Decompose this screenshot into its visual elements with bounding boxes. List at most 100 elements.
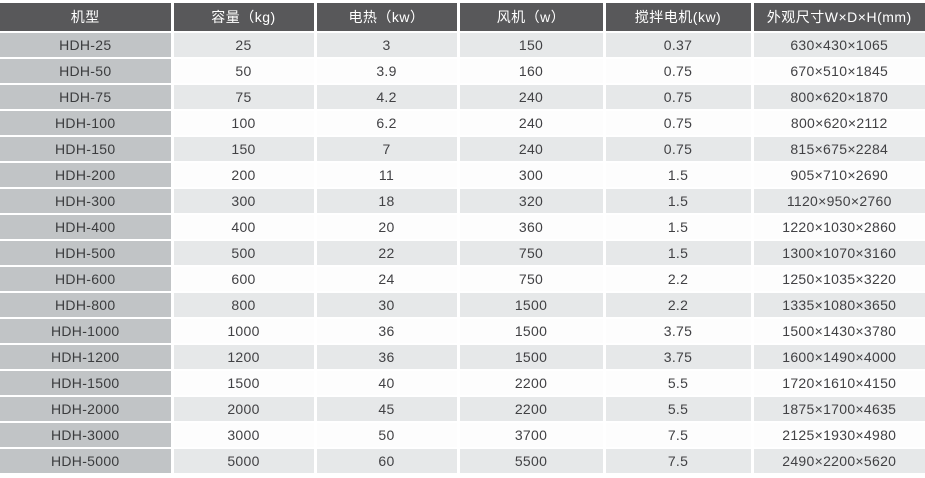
cell-heating: 7	[315, 136, 460, 163]
cell-mixer: 5.5	[604, 370, 754, 397]
cell-mixer: 7.5	[604, 448, 754, 475]
cell-heating: 45	[315, 396, 460, 423]
table-row: HDH-50 50 3.9 160 0.75 670×510×1845	[0, 58, 925, 85]
cell-model: HDH-100	[0, 110, 174, 137]
cell-heating: 36	[315, 344, 460, 371]
cell-mixer: 3.75	[604, 344, 754, 371]
cell-fan: 1500	[458, 344, 606, 371]
cell-capacity: 25	[172, 32, 317, 59]
cell-model: HDH-2000	[0, 396, 174, 423]
column-header: 搅拌电机(kw)	[604, 3, 754, 33]
cell-capacity: 5000	[172, 448, 317, 475]
cell-mixer: 0.75	[604, 136, 754, 163]
cell-capacity: 1000	[172, 318, 317, 345]
cell-fan: 1500	[458, 292, 606, 319]
spec-table: 机型 容量（kg) 电热（kw） 风机（w） 搅拌电机(kw) 外观尺寸W×D×…	[0, 3, 925, 475]
cell-dimensions: 670×510×1845	[752, 58, 925, 85]
cell-dimensions: 1600×1490×4000	[752, 344, 925, 371]
cell-heating: 36	[315, 318, 460, 345]
cell-mixer: 0.75	[604, 110, 754, 137]
cell-mixer: 1.5	[604, 214, 754, 241]
cell-dimensions: 800×620×2112	[752, 110, 925, 137]
cell-heating: 3.9	[315, 58, 460, 85]
cell-capacity: 50	[172, 58, 317, 85]
table-row: HDH-100 100 6.2 240 0.75 800×620×2112	[0, 110, 925, 137]
cell-dimensions: 1720×1610×4150	[752, 370, 925, 397]
table-row: HDH-75 75 4.2 240 0.75 800×620×1870	[0, 84, 925, 111]
column-header: 风机（w）	[458, 3, 606, 33]
column-header: 容量（kg)	[172, 3, 317, 33]
cell-dimensions: 1300×1070×3160	[752, 240, 925, 267]
cell-fan: 3700	[458, 422, 606, 449]
cell-mixer: 1.5	[604, 188, 754, 215]
cell-dimensions: 1220×1030×2860	[752, 214, 925, 241]
table-row: HDH-1200 1200 36 1500 3.75 1600×1490×400…	[0, 344, 925, 371]
table-row: HDH-2000 2000 45 2200 5.5 1875×1700×4635	[0, 396, 925, 423]
cell-fan: 150	[458, 32, 606, 59]
cell-model: HDH-150	[0, 136, 174, 163]
cell-dimensions: 2125×1930×4980	[752, 422, 925, 449]
cell-dimensions: 1500×1430×3780	[752, 318, 925, 345]
cell-mixer: 3.75	[604, 318, 754, 345]
cell-heating: 11	[315, 162, 460, 189]
table-row: HDH-200 200 11 300 1.5 905×710×2690	[0, 162, 925, 189]
cell-capacity: 1200	[172, 344, 317, 371]
cell-fan: 1500	[458, 318, 606, 345]
cell-fan: 2200	[458, 396, 606, 423]
cell-model: HDH-800	[0, 292, 174, 319]
cell-mixer: 0.75	[604, 84, 754, 111]
cell-fan: 160	[458, 58, 606, 85]
cell-mixer: 0.37	[604, 32, 754, 59]
table-row: HDH-1500 1500 40 2200 5.5 1720×1610×4150	[0, 370, 925, 397]
cell-heating: 3	[315, 32, 460, 59]
cell-heating: 22	[315, 240, 460, 267]
cell-heating: 18	[315, 188, 460, 215]
cell-capacity: 150	[172, 136, 317, 163]
cell-capacity: 75	[172, 84, 317, 111]
cell-model: HDH-1500	[0, 370, 174, 397]
cell-mixer: 2.2	[604, 266, 754, 293]
column-header: 电热（kw）	[315, 3, 460, 33]
cell-dimensions: 905×710×2690	[752, 162, 925, 189]
cell-fan: 2200	[458, 370, 606, 397]
cell-model: HDH-50	[0, 58, 174, 85]
cell-mixer: 5.5	[604, 396, 754, 423]
cell-heating: 4.2	[315, 84, 460, 111]
table-row: HDH-800 800 30 1500 2.2 1335×1080×3650	[0, 292, 925, 319]
cell-dimensions: 1120×950×2760	[752, 188, 925, 215]
cell-capacity: 400	[172, 214, 317, 241]
table-row: HDH-600 600 24 750 2.2 1250×1035×3220	[0, 266, 925, 293]
cell-heating: 20	[315, 214, 460, 241]
table-row: HDH-1000 1000 36 1500 3.75 1500×1430×378…	[0, 318, 925, 345]
cell-model: HDH-400	[0, 214, 174, 241]
cell-fan: 5500	[458, 448, 606, 475]
column-header: 机型	[0, 3, 174, 33]
cell-model: HDH-25	[0, 32, 174, 59]
cell-heating: 30	[315, 292, 460, 319]
cell-fan: 750	[458, 266, 606, 293]
cell-model: HDH-75	[0, 84, 174, 111]
cell-capacity: 2000	[172, 396, 317, 423]
cell-heating: 50	[315, 422, 460, 449]
cell-capacity: 500	[172, 240, 317, 267]
cell-heating: 6.2	[315, 110, 460, 137]
table-row: HDH-500 500 22 750 1.5 1300×1070×3160	[0, 240, 925, 267]
cell-model: HDH-5000	[0, 448, 174, 475]
cell-mixer: 1.5	[604, 240, 754, 267]
table-row: HDH-25 25 3 150 0.37 630×430×1065	[0, 32, 925, 59]
cell-dimensions: 630×430×1065	[752, 32, 925, 59]
cell-capacity: 3000	[172, 422, 317, 449]
cell-fan: 300	[458, 162, 606, 189]
table-row: HDH-300 300 18 320 1.5 1120×950×2760	[0, 188, 925, 215]
cell-model: HDH-200	[0, 162, 174, 189]
cell-model: HDH-1200	[0, 344, 174, 371]
cell-model: HDH-600	[0, 266, 174, 293]
cell-mixer: 0.75	[604, 58, 754, 85]
cell-model: HDH-3000	[0, 422, 174, 449]
table-body: HDH-25 25 3 150 0.37 630×430×1065 HDH-50…	[0, 32, 925, 475]
cell-heating: 24	[315, 266, 460, 293]
cell-fan: 320	[458, 188, 606, 215]
cell-capacity: 200	[172, 162, 317, 189]
table-row: HDH-5000 5000 60 5500 7.5 2490×2200×5620	[0, 448, 925, 475]
cell-capacity: 600	[172, 266, 317, 293]
